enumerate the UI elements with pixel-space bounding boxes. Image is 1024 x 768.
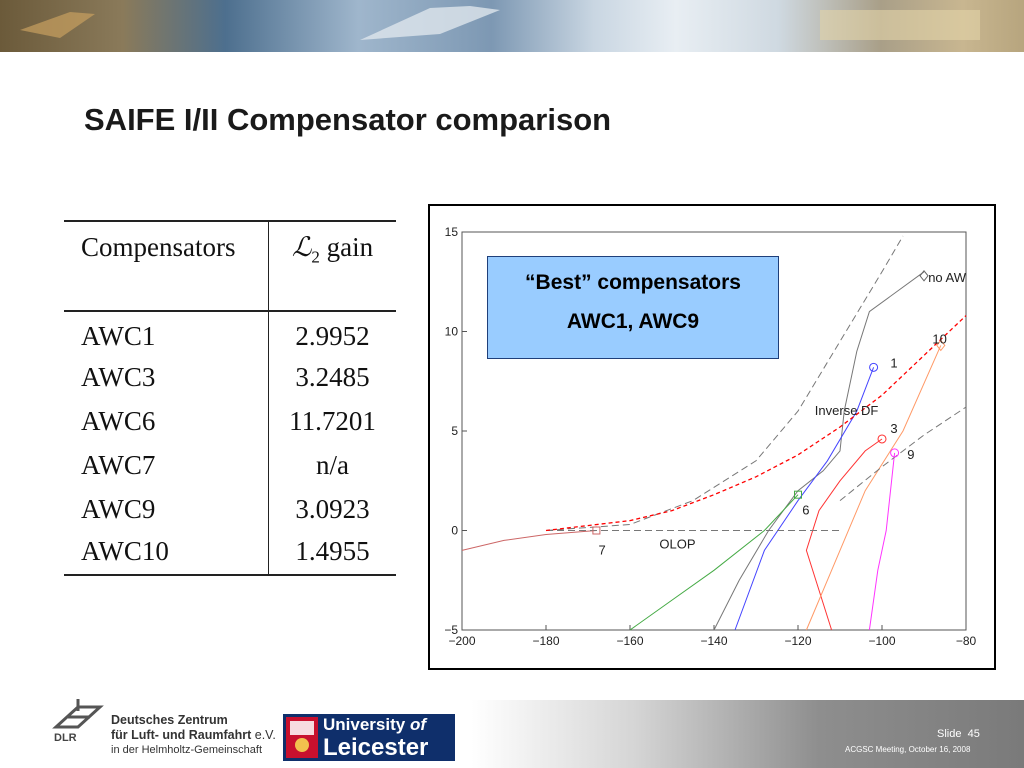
compensator-gain-table: Compensators L2ℒ2 gain AWC1 2.9952 AWC3 … <box>64 220 396 576</box>
leicester-line-1: University of <box>323 715 426 735</box>
series-line-3 <box>805 438 883 631</box>
x-tick-label: −200 <box>448 634 475 648</box>
x-tick-label: −160 <box>616 634 643 648</box>
row-compensator-name: AWC7 <box>64 443 269 487</box>
slide-number: Slide 45 <box>937 728 980 740</box>
x-tick-label: −100 <box>868 634 895 648</box>
series-line-best-fit <box>545 315 967 532</box>
annotation-label: 6 <box>802 503 809 518</box>
series-line-7 <box>461 530 597 551</box>
series-line-inverse-df <box>545 235 904 531</box>
footer-bar <box>0 700 1024 768</box>
x-tick-label: −120 <box>784 634 811 648</box>
leicester-crest-icon <box>286 717 318 758</box>
table-row: AWC9 3.0923 <box>64 487 396 531</box>
marker-10 <box>936 339 946 352</box>
leicester-line-2: Leicester <box>323 734 429 761</box>
callout-title: “Best” compensators <box>525 271 741 294</box>
leicester-of-word: of <box>409 715 426 734</box>
series-line-9 <box>868 452 896 631</box>
annotation-label: 7 <box>599 542 606 557</box>
row-gain-value: 3.2485 <box>295 361 370 392</box>
slide-title: SAIFE I/II Compensator comparison <box>84 102 612 137</box>
y-tick-label: 5 <box>451 424 458 438</box>
series-line-10 <box>805 345 942 631</box>
table-row: AWC1 2.9952 <box>64 311 396 355</box>
marker-3 <box>877 434 887 444</box>
table-header-row: Compensators L2ℒ2 gain <box>64 220 396 312</box>
slide-number-value: 45 <box>967 728 980 740</box>
table-row: AWC10 1.4955 <box>64 531 396 576</box>
header-gain-label: gain <box>326 232 374 262</box>
y-tick-label: 0 <box>451 524 458 538</box>
row-compensator-name: AWC1 <box>64 311 269 355</box>
series-line-1 <box>734 367 875 631</box>
row-gain-value: 1.4955 <box>268 531 396 576</box>
header-compensators: Compensators <box>64 220 269 312</box>
row-gain-value: 11.7201 <box>289 405 376 436</box>
table-row: AWC7 n/a <box>64 443 396 487</box>
annotation-label: 1 <box>890 355 897 370</box>
table-row: AWC3 3.2485 <box>64 355 396 399</box>
series-line-no-aw <box>713 271 925 631</box>
series-line-6 <box>629 494 799 631</box>
marker-6 <box>794 490 802 499</box>
y-tick-label: 15 <box>445 225 459 239</box>
marker-no-aw <box>919 269 929 282</box>
annotation-label: 10 <box>932 331 946 346</box>
best-compensators-callout: “Best” compensators AWC1, AWC9 <box>487 256 779 359</box>
university-of-leicester-logo: University of Leicester <box>283 714 455 761</box>
marker-7 <box>592 526 601 535</box>
table-row: AWC6 11.7201 <box>64 399 396 443</box>
dlr-line-2: für Luft- und Raumfahrt <box>111 728 252 742</box>
nyquist-plot: −200 −180 −160 −140 −120 −100 −80 −5 0 5 10 15 no AW… <box>444 225 977 648</box>
row-compensator-name: AWC9 <box>64 487 269 531</box>
dlr-line-2-suffix: e.V. <box>254 728 276 742</box>
dlr-line-3: in der Helmholtz-Gemeinschaft <box>111 744 263 756</box>
meeting-info: ACGSC Meeting, October 16, 2008 <box>845 745 971 754</box>
dlr-name: Deutsches Zentrum für Luft- und Raumfahr… <box>111 713 276 758</box>
marker-1 <box>869 362 879 372</box>
y-tick-label: 10 <box>445 325 459 339</box>
annotation-label: no AW <box>928 270 967 285</box>
annotation-label: OLOP <box>659 536 695 551</box>
header-banner-image <box>0 0 1024 52</box>
x-tick-label: −180 <box>532 634 559 648</box>
annotation-label: 3 <box>890 421 897 436</box>
row-gain-value: 2.9952 <box>295 320 370 351</box>
row-gain-value: 3.0923 <box>295 493 370 524</box>
banner-aircraft-graphic <box>20 6 980 40</box>
x-tick-label: −80 <box>956 634 977 648</box>
y-tick-label: −5 <box>444 623 458 637</box>
callout-compensators: AWC1, AWC9 <box>566 310 700 333</box>
leicester-university-word: University <box>323 715 406 734</box>
dlr-logo-icon: DLR <box>52 699 104 743</box>
row-compensator-name: AWC3 <box>64 355 269 399</box>
annotation-label: 9 <box>907 447 914 462</box>
row-compensator-name: AWC6 <box>64 399 269 443</box>
row-compensator-name: AWC10 <box>64 531 269 576</box>
marker-9 <box>890 448 900 458</box>
row-gain-value: n/a <box>316 449 349 480</box>
header-l2-gain: L2ℒ2 gain <box>268 220 396 312</box>
x-tick-label: −140 <box>700 634 727 648</box>
dlr-abbrev: DLR <box>54 732 77 743</box>
annotation-label: Inverse DF <box>815 403 879 418</box>
series-line-inverse-df-lower <box>839 406 967 501</box>
slide-label: Slide <box>937 728 962 740</box>
dlr-line-1: Deutsches Zentrum <box>111 713 228 727</box>
